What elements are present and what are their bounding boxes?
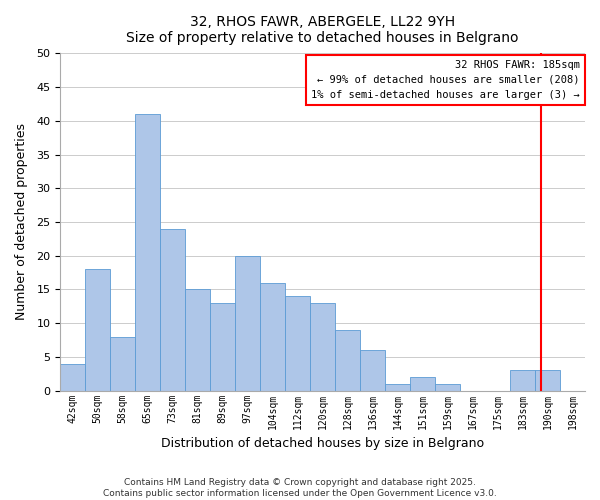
Bar xyxy=(285,296,310,390)
Bar xyxy=(210,303,235,390)
Bar xyxy=(435,384,460,390)
Bar xyxy=(160,228,185,390)
Bar xyxy=(385,384,410,390)
Y-axis label: Number of detached properties: Number of detached properties xyxy=(15,124,28,320)
Title: 32, RHOS FAWR, ABERGELE, LL22 9YH
Size of property relative to detached houses i: 32, RHOS FAWR, ABERGELE, LL22 9YH Size o… xyxy=(127,15,519,45)
Bar xyxy=(135,114,160,390)
Bar xyxy=(260,282,285,391)
Bar xyxy=(335,330,360,390)
Bar xyxy=(85,269,110,390)
Text: Contains HM Land Registry data © Crown copyright and database right 2025.
Contai: Contains HM Land Registry data © Crown c… xyxy=(103,478,497,498)
Bar xyxy=(60,364,85,390)
Text: 32 RHOS FAWR: 185sqm
← 99% of detached houses are smaller (208)
1% of semi-detac: 32 RHOS FAWR: 185sqm ← 99% of detached h… xyxy=(311,60,580,100)
Bar xyxy=(510,370,535,390)
Bar xyxy=(310,303,335,390)
X-axis label: Distribution of detached houses by size in Belgrano: Distribution of detached houses by size … xyxy=(161,437,484,450)
Bar xyxy=(185,290,210,390)
Bar xyxy=(535,370,560,390)
Bar xyxy=(410,377,435,390)
Bar xyxy=(360,350,385,391)
Bar xyxy=(110,336,135,390)
Bar xyxy=(235,256,260,390)
